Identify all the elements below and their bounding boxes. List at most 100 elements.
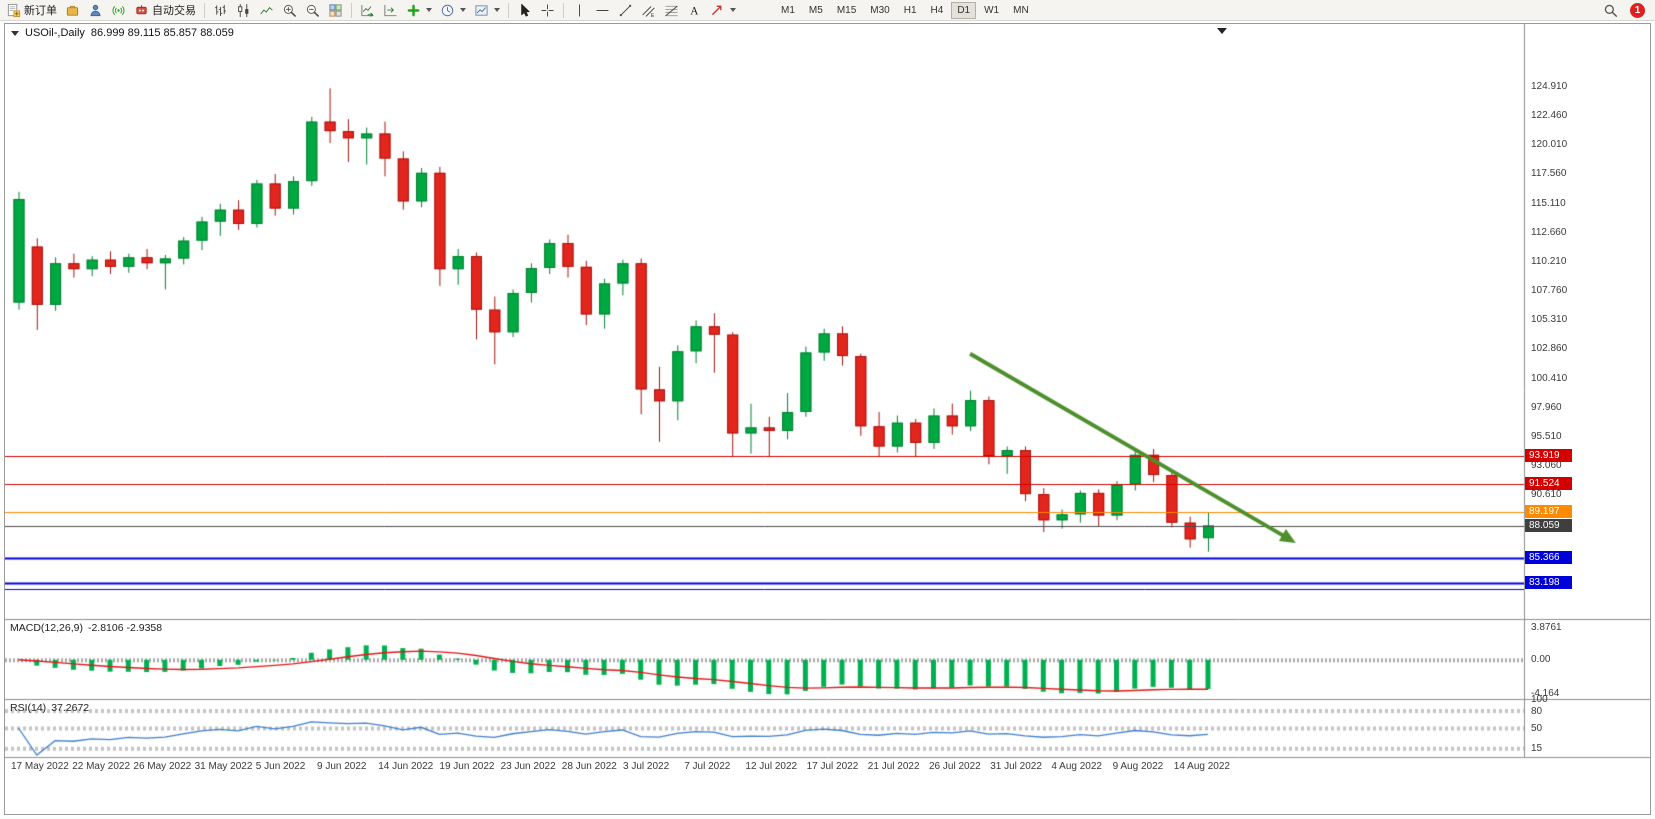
text-icon: A bbox=[687, 3, 702, 18]
ohlc-values: 86.999 89.115 85.857 88.059 bbox=[90, 27, 234, 39]
new-order-button[interactable]: 新订单 bbox=[2, 1, 61, 20]
tile-windows-icon bbox=[328, 3, 343, 18]
date-axis-label: 31 Jul 2022 bbox=[990, 761, 1042, 772]
zoom-in-icon bbox=[282, 3, 297, 18]
horizontal-line-button[interactable] bbox=[591, 1, 614, 20]
market-watch-button[interactable] bbox=[84, 1, 107, 20]
price-axis-label: 112.660 bbox=[1531, 226, 1567, 238]
rsi-label: RSI(14) 37.2672 bbox=[10, 702, 89, 714]
line-chart-button[interactable] bbox=[255, 1, 278, 20]
date-axis-label: 17 May 2022 bbox=[11, 761, 69, 772]
price-line-badge: 91.524 bbox=[1525, 477, 1572, 491]
search-icon bbox=[1603, 3, 1618, 18]
template-icon bbox=[474, 3, 489, 18]
cursor-button[interactable] bbox=[513, 1, 536, 20]
auto-trading-label: 自动交易 bbox=[152, 5, 196, 17]
macd-name: MACD(12,26,9) bbox=[10, 622, 83, 634]
date-axis-label: 22 May 2022 bbox=[72, 761, 131, 772]
date-axis-label: 9 Jun 2022 bbox=[317, 761, 367, 772]
chart-shift-button[interactable] bbox=[379, 1, 402, 20]
timeframe-button-M15[interactable]: M15 bbox=[831, 2, 862, 19]
price-axis-label: 100.410 bbox=[1531, 372, 1568, 384]
chevron-down-icon bbox=[730, 8, 736, 12]
arrows-icon bbox=[710, 3, 725, 18]
price-axis-label: 120.010 bbox=[1531, 139, 1568, 151]
toolbar-right-group: 1 bbox=[1599, 1, 1645, 20]
price-line-badge: 85.366 bbox=[1525, 550, 1572, 564]
price-line-badge: 93.919 bbox=[1525, 448, 1572, 462]
date-axis-label: 21 Jul 2022 bbox=[867, 761, 920, 772]
zoom-out-button[interactable] bbox=[301, 1, 324, 20]
crosshair-icon bbox=[540, 3, 555, 18]
price-line-badge: 83.198 bbox=[1525, 576, 1572, 590]
macd-axis-label: 0.00 bbox=[1531, 653, 1551, 665]
symbol-dropdown-icon[interactable] bbox=[11, 30, 19, 36]
toolbar-separator bbox=[563, 2, 564, 18]
auto-scroll-button[interactable] bbox=[356, 1, 379, 20]
fibo-icon bbox=[664, 3, 679, 18]
date-axis-label: 14 Aug 2022 bbox=[1173, 761, 1230, 772]
auto-trading-button[interactable]: 自动交易 bbox=[130, 1, 200, 20]
date-axis-label: 26 May 2022 bbox=[133, 761, 192, 772]
timeframe-button-W1[interactable]: W1 bbox=[978, 2, 1005, 19]
toolbar-separator bbox=[351, 2, 352, 18]
search-button[interactable] bbox=[1599, 1, 1622, 20]
arrows-tool-button[interactable] bbox=[706, 1, 740, 20]
trendline-icon bbox=[618, 3, 633, 18]
auto-scroll-icon bbox=[360, 3, 375, 18]
timeframe-button-M5[interactable]: M5 bbox=[803, 2, 829, 19]
new-order-icon bbox=[6, 3, 21, 18]
price-axis-label: 107.760 bbox=[1531, 285, 1568, 297]
bar-chart-button[interactable] bbox=[209, 1, 232, 20]
price-axis-label: 110.210 bbox=[1531, 255, 1567, 267]
date-axis-label: 3 Jul 2022 bbox=[623, 761, 670, 772]
macd-axis-label: 3.8761 bbox=[1531, 621, 1562, 633]
periods-button[interactable] bbox=[436, 1, 470, 20]
vertical-line-button[interactable] bbox=[568, 1, 591, 20]
signals-icon bbox=[111, 3, 126, 18]
text-tool-button[interactable]: A bbox=[683, 1, 706, 20]
hline-icon bbox=[595, 3, 610, 18]
macd-axis-label: -4.164 bbox=[1531, 687, 1560, 699]
timeframe-button-M30[interactable]: M30 bbox=[864, 2, 895, 19]
chart-canvas[interactable] bbox=[5, 24, 1650, 814]
price-axis-label: 93.060 bbox=[1531, 460, 1562, 471]
timeframe-button-M1[interactable]: M1 bbox=[775, 2, 801, 19]
profiles-button[interactable] bbox=[61, 1, 84, 20]
zoom-in-button[interactable] bbox=[278, 1, 301, 20]
rsi-value: 37.2672 bbox=[51, 702, 90, 714]
indicators-button[interactable] bbox=[402, 1, 436, 20]
chevron-down-icon bbox=[460, 8, 466, 12]
price-axis-label: 90.610 bbox=[1531, 489, 1562, 501]
chevron-down-icon bbox=[494, 8, 500, 12]
timeframe-button-D1[interactable]: D1 bbox=[951, 1, 977, 19]
candlestick-chart-button[interactable] bbox=[232, 1, 255, 20]
signals-button[interactable] bbox=[107, 1, 130, 20]
rsi-axis-label: 50 bbox=[1531, 723, 1543, 734]
date-axis-label: 5 Jun 2022 bbox=[255, 761, 306, 772]
date-axis-label: 17 Jul 2022 bbox=[806, 761, 859, 772]
svg-text:E: E bbox=[651, 13, 655, 18]
timeframe-button-H1[interactable]: H1 bbox=[898, 2, 923, 19]
toolbar: 新订单 自动交易 bbox=[0, 0, 1655, 21]
templates-button[interactable] bbox=[470, 1, 504, 20]
timeframe-button-MN[interactable]: MN bbox=[1007, 2, 1035, 19]
chart-title: USOil-,Daily 86.999 89.115 85.857 88.059 bbox=[11, 27, 234, 39]
channel-button[interactable]: E bbox=[637, 1, 660, 20]
periods-icon bbox=[440, 3, 455, 18]
price-line-badge: 89.197 bbox=[1525, 504, 1572, 518]
indicators-icon bbox=[406, 3, 421, 18]
timeframe-button-H4[interactable]: H4 bbox=[925, 2, 950, 19]
chart-window: USOil-,Daily 86.999 89.115 85.857 88.059… bbox=[4, 23, 1651, 815]
notifications-badge[interactable]: 1 bbox=[1630, 2, 1645, 18]
crosshair-button[interactable] bbox=[536, 1, 559, 20]
chart-shift-marker[interactable] bbox=[1217, 28, 1227, 34]
price-axis-label: 102.860 bbox=[1531, 343, 1568, 355]
price-axis-label: 122.460 bbox=[1531, 110, 1568, 122]
date-axis-label: 26 Jul 2022 bbox=[929, 761, 981, 772]
tile-windows-button[interactable] bbox=[324, 1, 347, 20]
fibonacci-button[interactable] bbox=[660, 1, 683, 20]
date-axis-label: 19 Jun 2022 bbox=[439, 761, 495, 772]
trendline-button[interactable] bbox=[614, 1, 637, 20]
date-axis-label: 4 Aug 2022 bbox=[1051, 761, 1102, 772]
